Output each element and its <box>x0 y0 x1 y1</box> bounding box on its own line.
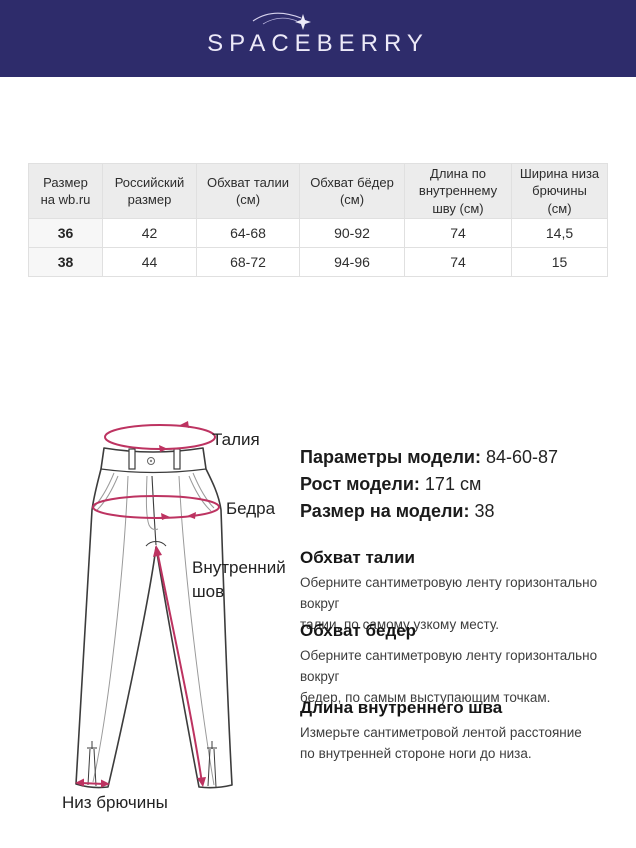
model-params-value: 84-60-87 <box>486 447 559 467</box>
hem-slit <box>207 741 217 788</box>
section-hips: Обхват бедер Оберните сантиметровую лент… <box>300 620 620 708</box>
model-params-line: Параметры модели: 84-60-87 <box>300 444 558 471</box>
cell-wb-size: 36 <box>28 218 103 248</box>
section-waist-title: Обхват талии <box>300 548 415 567</box>
cell-inseam: 74 <box>404 218 512 248</box>
section-waist: Обхват талии Оберните сантиметровую лент… <box>300 547 620 635</box>
section-inseam-title: Длина внутреннего шва <box>300 698 503 717</box>
cell-ru-size: 44 <box>102 247 197 277</box>
inseam-measure-arrow <box>153 545 206 787</box>
model-size-value: 38 <box>474 501 495 521</box>
hips-label: Бедра <box>226 499 276 518</box>
waist-label: Талия <box>212 430 260 449</box>
model-params-label: Параметры модели: <box>300 447 481 467</box>
belt-loop <box>128 448 136 470</box>
model-info: Параметры модели: 84-60-87 Рост модели: 17… <box>300 444 558 525</box>
cell-hem-width: 15 <box>511 247 608 277</box>
brand-logo: SPACEBERRY <box>207 12 429 57</box>
cell-inseam: 74 <box>404 247 512 277</box>
size-table: Размер на wb.ru Российский размер Обхват… <box>28 163 608 277</box>
table-row: 36 42 64-68 90-92 74 14,5 <box>28 218 608 248</box>
table-row: 38 44 68-72 94-96 74 15 <box>28 247 608 277</box>
model-size-line: Размер на модели: 38 <box>300 498 558 525</box>
cell-hips: 90-92 <box>299 218 405 248</box>
hips-measure-arrow <box>92 495 220 520</box>
pocket-line <box>92 472 119 512</box>
pants-outline <box>75 447 233 789</box>
section-inseam: Длина внутреннего шва Измерьте сантиметр… <box>300 697 620 764</box>
model-height-line: Рост модели: 171 см <box>300 471 558 498</box>
cell-hips: 94-96 <box>299 247 405 277</box>
model-height-value: 171 см <box>424 474 482 494</box>
hem-slit <box>87 741 97 787</box>
brand-name: SPACEBERRY <box>207 29 429 57</box>
cell-hem-width: 14,5 <box>511 218 608 248</box>
col-header-waist: Обхват талии (см) <box>196 163 300 219</box>
col-header-ru-size: Российский размер <box>102 163 197 219</box>
pants-diagram <box>75 421 233 789</box>
col-header-hem-width: Ширина низа брючины (см) <box>511 163 608 219</box>
cell-waist: 68-72 <box>196 247 300 277</box>
section-waist-body: Оберните сантиметровую ленту горизонталь… <box>300 575 598 632</box>
section-hips-body: Оберните сантиметровую ленту горизонталь… <box>300 648 598 705</box>
hem-measure-arrow <box>75 778 110 788</box>
hem-label: Низ брючины <box>62 793 168 812</box>
belt-loop <box>173 448 181 470</box>
cell-wb-size: 38 <box>28 247 103 277</box>
col-header-wb-size: Размер на wb.ru <box>28 163 103 219</box>
pocket-line <box>188 472 215 512</box>
section-hips-title: Обхват бедер <box>300 621 417 640</box>
model-height-label: Рост модели: <box>300 474 420 494</box>
col-header-hips: Обхват бёдер (см) <box>299 163 405 219</box>
comet-star-icon <box>252 12 312 30</box>
model-size-label: Размер на модели: <box>300 501 470 521</box>
section-inseam-body: Измерьте сантиметровой лентой расстояние… <box>300 725 582 761</box>
inseam-label: Внутренний шов <box>192 558 286 601</box>
size-table-header-row: Размер на wb.ru Российский размер Обхват… <box>28 163 608 219</box>
waist-measure-arrow <box>104 421 216 452</box>
col-header-inseam: Длина по внутреннему шву (см) <box>404 163 512 219</box>
cell-waist: 64-68 <box>196 218 300 248</box>
brand-banner: SPACEBERRY <box>0 0 636 77</box>
cell-ru-size: 42 <box>102 218 197 248</box>
